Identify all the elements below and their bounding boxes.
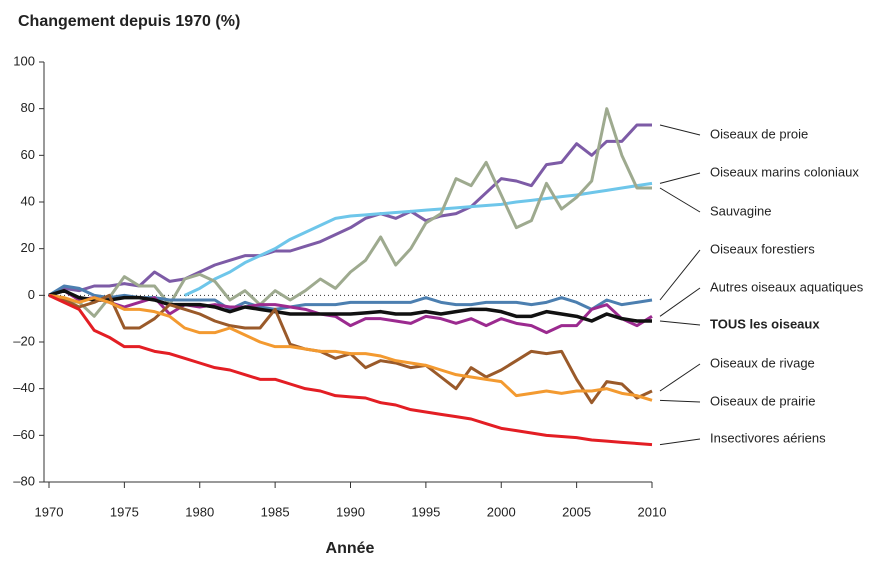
- y-tick-label: 20: [21, 240, 35, 255]
- leader-line: [659, 172, 701, 184]
- x-tick-label: 1975: [110, 504, 139, 519]
- y-tick-label: –40: [13, 380, 35, 395]
- leader-line: [659, 124, 701, 136]
- x-axis-label: Année: [326, 540, 375, 557]
- legend-label: Autres oiseaux aquatiques: [710, 279, 864, 294]
- x-tick-label: 1980: [185, 504, 214, 519]
- y-tick-label: –80: [13, 473, 35, 488]
- leader-line: [659, 438, 701, 446]
- x-tick-label: 2000: [487, 504, 516, 519]
- leader-line: [659, 287, 701, 317]
- legend-label: Insectivores aériens: [710, 430, 826, 445]
- leader-line: [659, 249, 701, 301]
- legend-label: Oiseaux forestiers: [710, 241, 815, 256]
- y-tick-label: 60: [21, 147, 35, 162]
- chart-title: Changement depuis 1970 (%): [18, 13, 240, 30]
- y-tick-label: –20: [13, 333, 35, 348]
- series-line: [48, 293, 653, 447]
- legend-label: Sauvagine: [710, 203, 771, 218]
- x-tick-label: 2010: [638, 504, 667, 519]
- legend-label: Oiseaux marins coloniaux: [710, 164, 859, 179]
- legend-label: Oiseaux de rivage: [710, 355, 815, 370]
- y-tick-label: 40: [21, 193, 35, 208]
- leader-line: [659, 363, 701, 392]
- y-tick-label: 100: [13, 53, 35, 68]
- series-line: [48, 288, 652, 323]
- x-tick-label: 2005: [562, 504, 591, 519]
- series-line: [48, 293, 653, 405]
- leader-line: [659, 187, 701, 213]
- leader-line: [659, 399, 701, 403]
- leader-line: [659, 320, 701, 326]
- x-tick-label: 1990: [336, 504, 365, 519]
- y-tick-label: 80: [21, 100, 35, 115]
- x-tick-label: 1985: [261, 504, 290, 519]
- series-line: [48, 293, 653, 402]
- y-tick-label: 0: [28, 287, 35, 302]
- series-line: [184, 181, 653, 297]
- series-line: [48, 107, 652, 318]
- legend-label: Oiseaux de proie: [710, 126, 808, 141]
- x-tick-label: 1995: [411, 504, 440, 519]
- x-tick-label: 1970: [35, 504, 64, 519]
- y-tick-label: –60: [13, 427, 35, 442]
- legend-label: TOUS les oiseaux: [710, 316, 820, 331]
- legend-label: Oiseaux de prairie: [710, 393, 816, 408]
- series-line: [48, 123, 652, 297]
